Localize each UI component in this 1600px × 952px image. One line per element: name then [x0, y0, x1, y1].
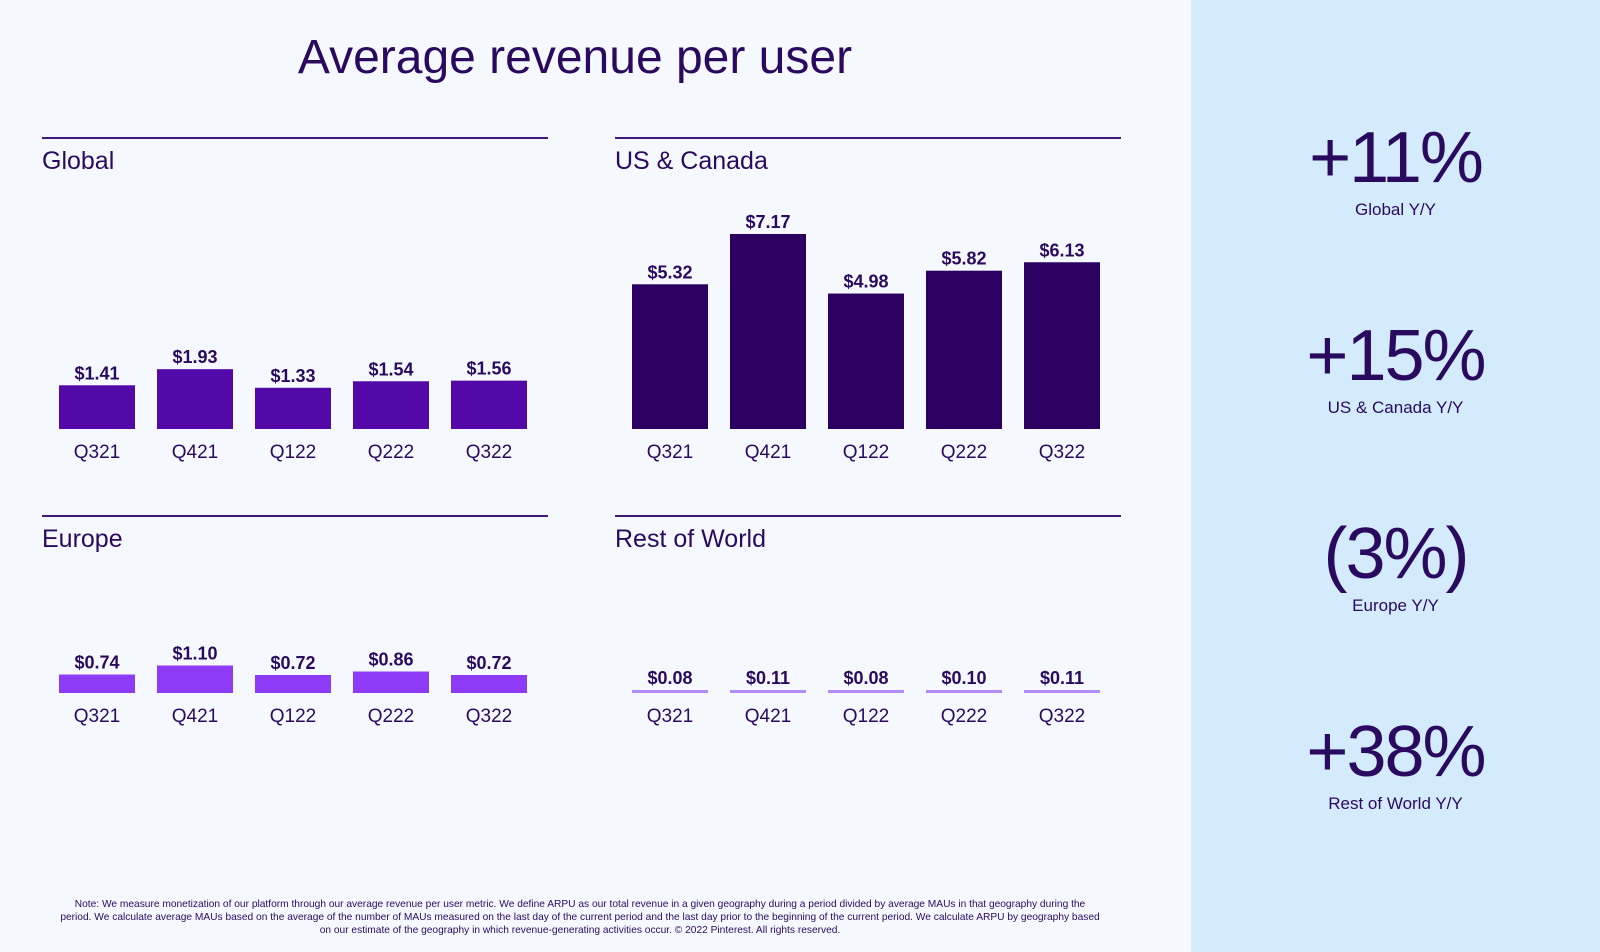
- bar-value-label: $5.82: [941, 249, 986, 269]
- bar-value-label: $0.10: [941, 668, 986, 688]
- category-label: Q322: [466, 442, 512, 463]
- bar-value-label: $0.86: [368, 650, 413, 670]
- stat-label: Rest of World Y/Y: [1328, 794, 1463, 813]
- bar-value-label: $0.72: [466, 653, 511, 673]
- bar-value-label: $0.08: [843, 668, 888, 688]
- bar-value-label: $6.13: [1039, 240, 1084, 260]
- stat-global: +11% Global Y/Y: [1191, 122, 1600, 220]
- category-label: Q321: [74, 706, 120, 727]
- panel-rest-of-world: Rest of World $0.08 Q321 $0.11 Q421 $0.08 Q12…: [615, 515, 1121, 735]
- bar-q421: [730, 690, 806, 693]
- bar-q421: [730, 233, 806, 429]
- bar-q122: [255, 675, 331, 693]
- stat-value: (3%): [1323, 514, 1469, 594]
- bar-q222: [353, 671, 429, 693]
- panel-title: US & Canada: [615, 147, 768, 175]
- panel-global: Global $1.41 Q321 $1.93 Q421 $1.33 Q122 $1.54 Q…: [42, 137, 548, 467]
- bar-q322: [451, 380, 527, 429]
- bar-value-label: $0.11: [1040, 668, 1084, 688]
- bar-value-label: $1.10: [172, 644, 217, 664]
- panel-rule: [615, 137, 1121, 139]
- bar-q321: [59, 674, 135, 693]
- stat-rest-of-world: +38% Rest of World Y/Y: [1191, 716, 1600, 814]
- bar-value-label: $1.56: [466, 359, 511, 379]
- panel-title: Rest of World: [615, 525, 766, 553]
- panel-title: Europe: [42, 525, 123, 553]
- chart-us-canada: $5.32 Q321 $7.17 Q421 $4.98 Q122 $5.82 Q222 $6.1…: [632, 212, 1100, 463]
- category-label: Q321: [647, 706, 693, 727]
- bar-value-label: $1.33: [270, 366, 315, 386]
- panel-us-canada: US & Canada $5.32 Q321 $7.17 Q421 $4.98 Q122 $…: [615, 137, 1121, 467]
- panel-europe: Europe $0.74 Q321 $1.10 Q421 $0.72 Q122 $0.86 Q…: [42, 515, 548, 735]
- bar-q421: [157, 369, 233, 429]
- chart-europe: $0.74 Q321 $1.10 Q421 $0.72 Q122 $0.86 Q222 $0.7…: [59, 644, 527, 727]
- bar-q122: [828, 690, 904, 693]
- bar-value-label: $0.08: [647, 668, 692, 688]
- bar-q321: [59, 385, 135, 429]
- category-label: Q222: [941, 706, 987, 727]
- bar-value-label: $0.74: [74, 653, 119, 673]
- category-label: Q122: [843, 442, 889, 463]
- category-label: Q322: [466, 706, 512, 727]
- bar-value-label: $0.72: [270, 653, 315, 673]
- stat-value: +38%: [1306, 712, 1486, 792]
- stat-europe: (3%) Europe Y/Y: [1191, 518, 1600, 616]
- bar-q122: [255, 387, 331, 429]
- bar-value-label: $1.54: [368, 359, 413, 379]
- category-label: Q421: [745, 442, 791, 463]
- main-area: Average revenue per user Global $1.41 Q32…: [42, 31, 1121, 936]
- category-label: Q321: [74, 442, 120, 463]
- category-label: Q421: [172, 706, 218, 727]
- panel-title: Global: [42, 147, 115, 175]
- category-label: Q322: [1039, 442, 1085, 463]
- stat-label: Europe Y/Y: [1352, 596, 1439, 615]
- category-label: Q122: [270, 442, 316, 463]
- category-label: Q122: [270, 706, 316, 727]
- footnote: Note: We measure monetization of our pla…: [60, 899, 1100, 936]
- stat-label: Global Y/Y: [1355, 200, 1436, 219]
- bar-q122: [828, 293, 904, 429]
- category-label: Q222: [368, 706, 414, 727]
- panel-rule: [615, 515, 1121, 517]
- bar-value-label: $4.98: [843, 272, 888, 292]
- category-label: Q321: [647, 442, 693, 463]
- stat-label: US & Canada Y/Y: [1327, 398, 1464, 417]
- category-label: Q322: [1039, 706, 1085, 727]
- bar-q322: [1024, 690, 1100, 693]
- category-label: Q222: [941, 442, 987, 463]
- panel-rule: [42, 137, 548, 139]
- chart-rest-of-world: $0.08 Q321 $0.11 Q421 $0.08 Q122 $0.10 Q222 $0.1…: [632, 668, 1100, 727]
- bar-value-label: $5.32: [647, 262, 692, 282]
- page-title: Average revenue per user: [297, 31, 853, 84]
- stat-us-canada: +15% US & Canada Y/Y: [1191, 320, 1600, 418]
- panel-rule: [42, 515, 548, 517]
- bar-q222: [926, 270, 1002, 429]
- bar-value-label: $1.93: [172, 347, 217, 367]
- bar-value-label: $0.11: [746, 668, 790, 688]
- category-label: Q421: [745, 706, 791, 727]
- chart-global: $1.41 Q321 $1.93 Q421 $1.33 Q122 $1.54 Q222 $1.5…: [59, 347, 527, 463]
- bar-q321: [632, 690, 708, 693]
- bar-q322: [451, 675, 527, 693]
- stat-value: +15%: [1306, 316, 1486, 396]
- bar-value-label: $1.41: [74, 363, 119, 383]
- stat-value: +11%: [1309, 118, 1484, 198]
- bar-q321: [632, 284, 708, 429]
- yoy-sidebar: [1191, 0, 1600, 952]
- category-label: Q122: [843, 706, 889, 727]
- bar-q322: [1024, 262, 1100, 429]
- bar-value-label: $7.17: [745, 212, 790, 232]
- category-label: Q222: [368, 442, 414, 463]
- bar-q421: [157, 665, 233, 693]
- category-label: Q421: [172, 442, 218, 463]
- bar-q222: [353, 381, 429, 429]
- bar-q222: [926, 690, 1002, 693]
